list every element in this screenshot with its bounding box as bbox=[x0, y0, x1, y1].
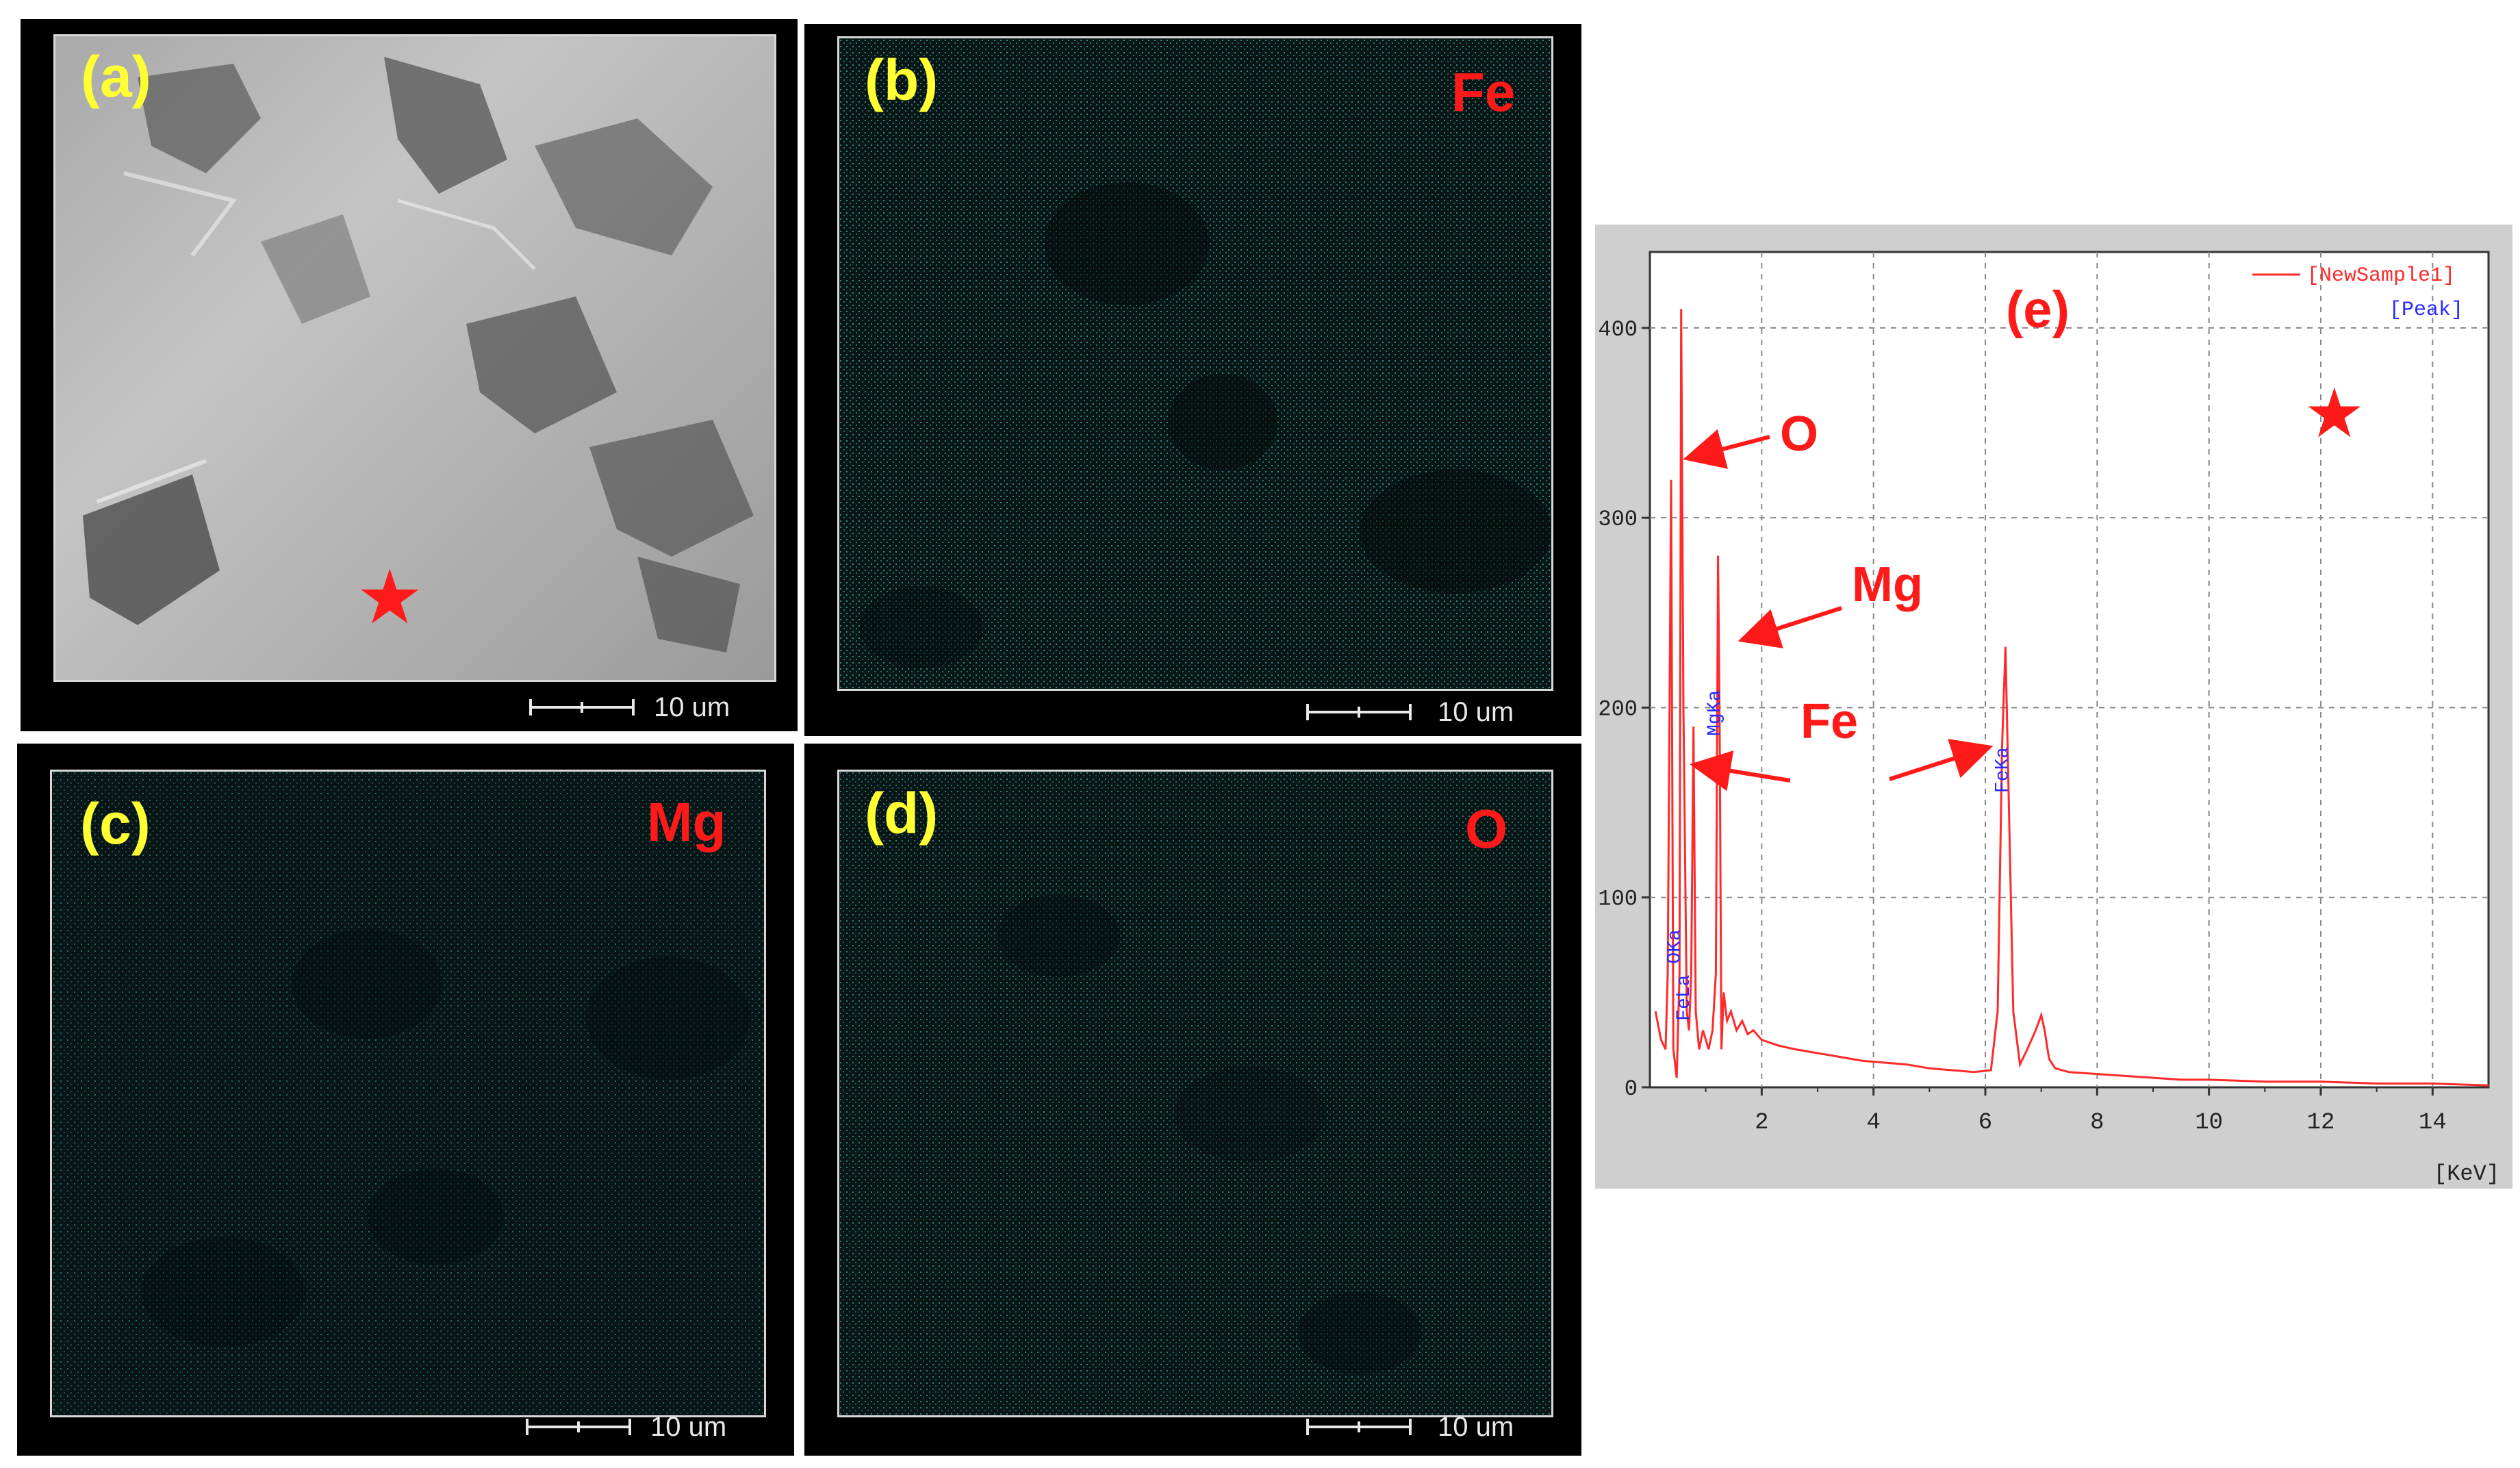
panel-c-label: (c) bbox=[80, 792, 151, 856]
panel-d-label: (d) bbox=[865, 781, 939, 846]
star-marker-icon: ★ bbox=[356, 555, 424, 640]
peak-label: FeKa bbox=[1993, 747, 2014, 793]
peak-labels: OKa FeLa MgKa FeKa bbox=[1664, 690, 2013, 1021]
legend-entry-peak: [Peak] bbox=[2389, 299, 2463, 322]
eds-spectrum-panel: 2 4 6 8 10 12 14 0 100 200 300 400 OKa FeLa MgKa FeKa … bbox=[1595, 225, 2512, 1189]
scale-bar-label: 10 um bbox=[654, 692, 730, 722]
panel-e-label: (e) bbox=[2006, 281, 2070, 339]
annotation-o: O bbox=[1780, 407, 1818, 461]
o-map-image bbox=[837, 770, 1553, 1417]
series bbox=[1654, 309, 2489, 1087]
y-tick-label: 100 bbox=[1598, 887, 1638, 912]
arrow-fe-ka bbox=[1889, 739, 1994, 781]
series-line bbox=[1654, 309, 2489, 1087]
peak-label: MgKa bbox=[1705, 690, 1726, 736]
scale-bar bbox=[1306, 704, 1412, 720]
panel-b-label: (b) bbox=[865, 48, 939, 112]
x-tick-label: 4 bbox=[1866, 1110, 1880, 1136]
element-label-o: O bbox=[1465, 798, 1508, 859]
arrow-o bbox=[1683, 429, 1770, 469]
x-tick-label: 14 bbox=[2419, 1110, 2447, 1136]
fe-map-texture bbox=[839, 38, 1551, 689]
scale-bar-label: 10 um bbox=[1438, 1412, 1514, 1442]
element-label-mg: Mg bbox=[647, 792, 726, 852]
y-tick-label: 300 bbox=[1598, 507, 1638, 532]
x-tick-label: 8 bbox=[2090, 1110, 2104, 1136]
scale-bar bbox=[1306, 1419, 1412, 1435]
axis-ticks: 2 4 6 8 10 12 14 0 100 200 300 400 bbox=[1598, 317, 2446, 1136]
panel-b: (b) Fe 10 um bbox=[804, 24, 1581, 736]
arrow-mg bbox=[1738, 606, 1842, 648]
annotation-fe: Fe bbox=[1800, 694, 1858, 749]
plot-area bbox=[1649, 251, 2490, 1089]
scale-bar bbox=[529, 699, 635, 716]
o-map-texture bbox=[839, 772, 1551, 1415]
x-tick-label: 6 bbox=[1978, 1110, 1992, 1136]
mg-map-image bbox=[50, 770, 766, 1417]
peak-label: FeLa bbox=[1674, 975, 1695, 1021]
fe-map-image bbox=[837, 36, 1553, 691]
legend-entry-sample: [NewSample1] bbox=[2307, 264, 2455, 288]
y-tick-label: 200 bbox=[1598, 696, 1638, 722]
scale-bar bbox=[526, 1419, 631, 1435]
grid bbox=[1650, 252, 2489, 1087]
mg-map-texture bbox=[52, 772, 764, 1415]
scale-bar-label: 10 um bbox=[650, 1412, 727, 1442]
x-tick-label: 10 bbox=[2195, 1110, 2223, 1136]
element-label-fe: Fe bbox=[1451, 62, 1516, 123]
y-tick-label: 0 bbox=[1625, 1076, 1638, 1102]
star-marker-icon: ★ bbox=[2304, 373, 2365, 453]
panel-c: (c) Mg 10 um bbox=[17, 744, 794, 1456]
panel-a: (a) ★ 10 um bbox=[21, 19, 798, 731]
x-tick-label: 2 bbox=[1755, 1110, 1768, 1136]
x-axis-unit-label: [KeV] bbox=[2434, 1161, 2499, 1187]
y-tick-label: 400 bbox=[1598, 317, 1638, 342]
x-tick-label: 12 bbox=[2307, 1110, 2335, 1136]
panel-a-label: (a) bbox=[81, 45, 151, 109]
panel-d: (d) O 10 um bbox=[804, 744, 1581, 1456]
sem-image bbox=[53, 34, 776, 682]
sem-texture bbox=[83, 57, 754, 653]
peak-label: OKa bbox=[1664, 929, 1685, 963]
annotation-mg: Mg bbox=[1852, 557, 1923, 612]
scale-bar-label: 10 um bbox=[1438, 697, 1514, 727]
arrow-fe-la bbox=[1690, 750, 1791, 792]
